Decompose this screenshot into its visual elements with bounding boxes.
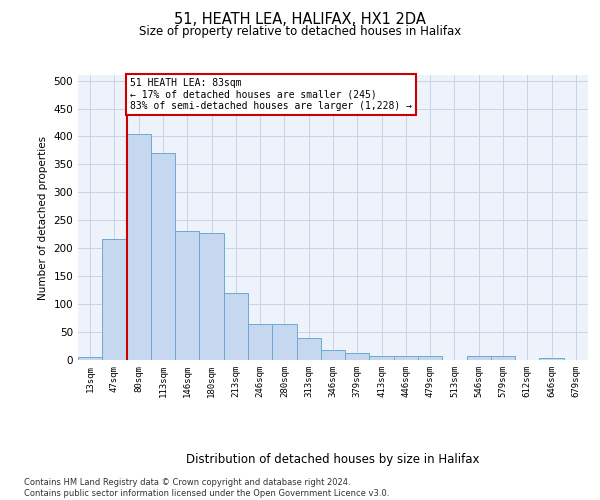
- Bar: [418, 356, 442, 360]
- Bar: [127, 134, 151, 360]
- Bar: [78, 357, 102, 360]
- Text: Size of property relative to detached houses in Halifax: Size of property relative to detached ho…: [139, 25, 461, 38]
- Bar: [102, 240, 127, 360]
- Bar: [199, 232, 224, 360]
- Bar: [491, 356, 515, 360]
- Text: 51, HEATH LEA, HALIFAX, HX1 2DA: 51, HEATH LEA, HALIFAX, HX1 2DA: [174, 12, 426, 28]
- Bar: [151, 153, 175, 360]
- Bar: [370, 356, 394, 360]
- Text: 51 HEATH LEA: 83sqm
← 17% of detached houses are smaller (245)
83% of semi-detac: 51 HEATH LEA: 83sqm ← 17% of detached ho…: [130, 78, 412, 111]
- Bar: [224, 293, 248, 360]
- Bar: [175, 232, 199, 360]
- Bar: [345, 352, 370, 360]
- Bar: [394, 356, 418, 360]
- Bar: [321, 350, 345, 360]
- Bar: [296, 338, 321, 360]
- Bar: [248, 324, 272, 360]
- Y-axis label: Number of detached properties: Number of detached properties: [38, 136, 48, 300]
- Text: Distribution of detached houses by size in Halifax: Distribution of detached houses by size …: [186, 452, 480, 466]
- Bar: [272, 324, 296, 360]
- Bar: [467, 356, 491, 360]
- Bar: [539, 358, 564, 360]
- Text: Contains HM Land Registry data © Crown copyright and database right 2024.
Contai: Contains HM Land Registry data © Crown c…: [24, 478, 389, 498]
